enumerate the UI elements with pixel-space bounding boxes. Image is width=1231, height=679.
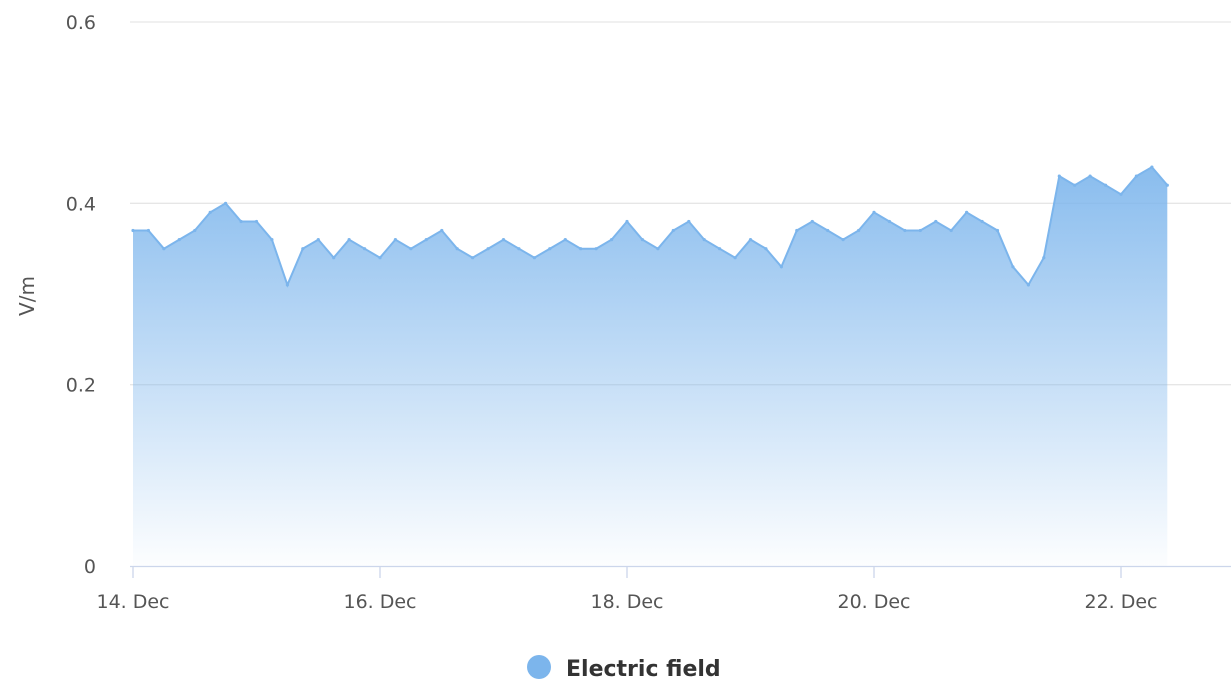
data-point bbox=[455, 247, 459, 251]
data-point bbox=[1042, 256, 1046, 260]
data-point bbox=[471, 256, 475, 260]
data-point bbox=[625, 219, 629, 224]
x-tick-label: 18. Dec bbox=[590, 591, 663, 613]
y-tick-label: 0.6 bbox=[66, 12, 96, 34]
data-point bbox=[980, 219, 984, 224]
data-point bbox=[146, 228, 150, 233]
data-point bbox=[718, 247, 722, 251]
data-point bbox=[764, 247, 768, 251]
x-axis-labels: 14. Dec 16. Dec 18. Dec 20. Dec 22. Dec bbox=[96, 591, 1157, 613]
data-point bbox=[1104, 183, 1108, 187]
legend[interactable]: Electric field bbox=[527, 655, 721, 679]
data-point bbox=[610, 238, 614, 242]
data-point bbox=[193, 228, 197, 233]
data-point bbox=[424, 238, 428, 242]
data-point bbox=[810, 219, 814, 224]
data-point bbox=[270, 238, 274, 242]
legend-marker bbox=[527, 655, 551, 679]
data-point bbox=[594, 247, 598, 251]
data-point bbox=[1026, 283, 1030, 287]
data-point bbox=[1073, 183, 1077, 187]
data-point bbox=[347, 238, 351, 242]
data-point bbox=[965, 210, 969, 214]
data-point bbox=[517, 247, 521, 251]
x-tick-label: 14. Dec bbox=[96, 591, 169, 613]
data-point bbox=[748, 238, 753, 242]
data-point bbox=[903, 228, 907, 233]
y-axis-title: V/m bbox=[15, 276, 39, 316]
data-point bbox=[841, 238, 845, 242]
data-point bbox=[393, 238, 397, 242]
x-axis bbox=[130, 565, 1231, 578]
data-point bbox=[1119, 192, 1123, 196]
data-point bbox=[887, 219, 892, 224]
data-point bbox=[671, 228, 675, 233]
data-point bbox=[826, 228, 830, 233]
data-point bbox=[409, 247, 413, 251]
data-point bbox=[532, 256, 537, 260]
data-point bbox=[1150, 165, 1154, 169]
data-point bbox=[563, 238, 567, 242]
data-point bbox=[640, 238, 645, 242]
data-point bbox=[285, 283, 289, 287]
data-point bbox=[779, 265, 784, 269]
data-point bbox=[995, 228, 1000, 233]
data-point bbox=[733, 256, 737, 260]
data-point bbox=[177, 238, 181, 242]
data-point bbox=[579, 247, 583, 251]
legend-label[interactable]: Electric field bbox=[566, 657, 721, 679]
data-point bbox=[224, 201, 228, 205]
data-point bbox=[301, 247, 305, 251]
data-point bbox=[949, 228, 953, 233]
data-point bbox=[1165, 183, 1169, 187]
series-area-fill bbox=[133, 167, 1168, 566]
data-point bbox=[440, 228, 444, 233]
data-point bbox=[1011, 265, 1015, 269]
x-tick-label: 20. Dec bbox=[837, 591, 910, 613]
data-point bbox=[162, 247, 166, 251]
y-tick-label: 0 bbox=[84, 556, 96, 578]
data-point bbox=[131, 228, 135, 233]
data-point bbox=[363, 247, 367, 251]
data-point bbox=[1057, 174, 1061, 178]
series-line bbox=[133, 165, 1169, 288]
data-point bbox=[486, 247, 490, 251]
y-axis-labels: 0 0.2 0.4 0.6 bbox=[66, 12, 96, 578]
data-point bbox=[1134, 174, 1138, 178]
data-point bbox=[208, 210, 212, 214]
data-point bbox=[934, 219, 938, 224]
data-point bbox=[872, 210, 876, 214]
data-point bbox=[316, 238, 320, 242]
data-point bbox=[254, 219, 259, 224]
data-point bbox=[1088, 174, 1092, 178]
series-area bbox=[131, 165, 1169, 566]
y-tick-label: 0.4 bbox=[66, 193, 96, 215]
x-tick-label: 16. Dec bbox=[343, 591, 416, 613]
data-point bbox=[918, 228, 922, 233]
data-point bbox=[687, 219, 691, 224]
data-point bbox=[378, 256, 382, 260]
data-point bbox=[548, 247, 552, 251]
data-point bbox=[656, 247, 660, 251]
data-point bbox=[239, 219, 243, 224]
data-point bbox=[795, 228, 799, 233]
data-point bbox=[332, 256, 336, 260]
data-point bbox=[702, 238, 706, 242]
y-tick-label: 0.2 bbox=[66, 375, 96, 397]
data-point bbox=[857, 228, 861, 233]
data-point bbox=[501, 238, 506, 242]
x-tick-label: 22. Dec bbox=[1084, 591, 1157, 613]
